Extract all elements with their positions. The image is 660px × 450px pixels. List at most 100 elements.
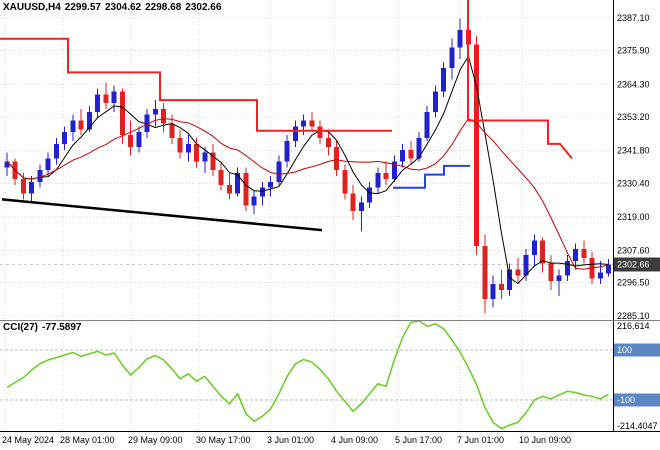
time-axis-label: 4 Jun 09:00 [331,435,378,445]
candle-body [498,284,504,290]
cci-level-badge [614,393,660,407]
candle-body [482,246,488,299]
ohlc-low-value: 2298.68 [145,2,182,13]
candle-body [20,178,26,194]
cci-level-badge-label: -100 [617,395,635,405]
symbol-period-label: XAUUSD,H4 [3,2,61,13]
candle-body [95,94,101,112]
candle-body [268,181,274,188]
candle-body [556,275,562,282]
candle-body [342,170,348,194]
candle-body [218,170,224,185]
trend-line [1,198,323,232]
candle-body [152,108,158,115]
candle-body [226,184,232,194]
price-axis-label: 2341.80 [617,145,650,155]
price-axis-label: 2307.60 [617,245,650,255]
candle-body [45,158,51,171]
candle-body [383,173,389,179]
candle-body [4,161,10,168]
cci-header: CCI(27) -77.5897 [3,322,86,333]
ma-fast-line [6,55,609,285]
candle-body [202,152,208,162]
candle-body [177,138,183,153]
candle-body [367,187,373,203]
candle-body [276,161,282,182]
current-price-badge-label: 2302.66 [617,260,650,270]
price-axis-label: 2364.30 [617,80,650,90]
candle-body [169,123,175,139]
candle-body [284,140,290,162]
candle-body [507,269,513,290]
candle-body [259,187,265,197]
time-axis-label: 29 May 09:00 [128,435,183,445]
candle-body [292,126,298,141]
candle-body [111,91,117,104]
candle-body [408,149,414,159]
time-axis-label: 10 Jun 09:00 [519,435,571,445]
price-axis-label: 2375.90 [617,46,650,56]
candle-body [317,126,323,139]
cci-indicator-value: -77.5897 [42,322,82,333]
candle-body [37,170,43,182]
candle-body [391,161,397,179]
candle-body [251,196,257,206]
candle-body [161,108,167,124]
price-axis-label: 2387.10 [617,13,650,23]
time-axis-label: 5 Jun 17:00 [395,435,442,445]
ohlc-open-value: 2299.57 [64,2,101,13]
current-price-badge [614,257,660,272]
candle-body [490,284,496,299]
candle-body [128,135,134,147]
ohlc-high-value: 2304.62 [104,2,142,13]
price-axis-label: 2353.20 [617,112,650,122]
candle-body [334,146,340,171]
cci-level-badge [614,343,660,357]
candle-body [29,181,35,194]
cci-level-badge-label: 100 [617,345,632,355]
candle-body [597,272,603,279]
candle-body [62,132,68,144]
candle-body [136,132,142,147]
candle-body [119,91,125,136]
candle-body [144,114,150,133]
ma-slow-line [6,117,609,270]
candle-body [194,143,200,162]
candle-body [523,254,529,276]
candle-body [235,173,241,194]
candle-body [350,193,356,212]
time-axis-label: 28 May 01:00 [60,435,115,445]
candle-body [474,44,480,247]
price-axis-label: 2330.40 [617,179,650,189]
candle-body [400,149,406,162]
candle-body [86,111,92,130]
candle-body [243,173,249,206]
candle-body [309,120,315,127]
price-axis-label: 2319.00 [617,212,650,222]
candle-body [78,120,84,130]
candle-body [441,67,447,92]
candle-body [531,240,537,255]
time-axis-label: 30 May 17:00 [196,435,251,445]
candle-body [606,264,612,274]
resistance-step-line [0,37,392,132]
candle-body [581,249,587,258]
price-axis-label: 2285.10 [617,311,650,321]
cci-line [6,320,609,430]
candle-body [375,173,381,188]
candle-body [515,269,521,276]
candle-body [70,120,76,133]
cci-axis-label: 216.614 [617,321,650,331]
candle-body [540,240,546,264]
candle-body [573,249,579,261]
candle-body [564,260,570,276]
candle-body [210,152,216,171]
chart-header: XAUUSD,H4 2299.57 2304.62 2298.68 2302.66 [3,2,225,13]
price-axis-label: 2296.50 [617,278,650,288]
candle-body [424,111,430,139]
candle-body [358,202,364,212]
support-step-line [393,164,470,189]
cci-indicator-label: CCI(27) [3,322,39,333]
